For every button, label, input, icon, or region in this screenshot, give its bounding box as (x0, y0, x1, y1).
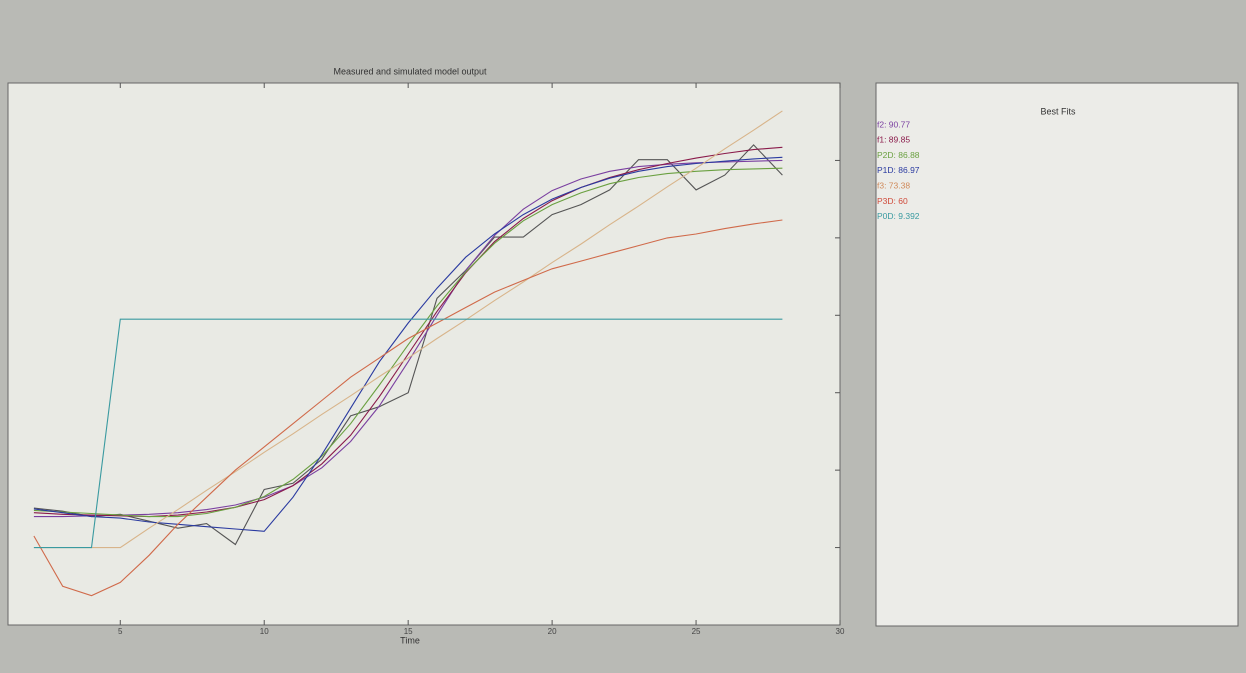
series-line (33, 110, 783, 549)
series-line (33, 167, 783, 518)
x-tick-label: 10 (260, 627, 269, 636)
fit-entry: f3: 73.38 (877, 180, 910, 190)
fit-entry: f2: 90.77 (877, 119, 910, 129)
plot-area (7, 82, 841, 626)
x-tick-label: 20 (548, 627, 557, 636)
series-line (33, 318, 783, 549)
x-tick-label: 5 (118, 627, 123, 636)
x-axis-label: Time (400, 635, 420, 645)
fit-entry: f1: 89.85 (877, 135, 910, 145)
series-line (33, 144, 783, 546)
fit-entry: P3D: 60 (877, 196, 908, 206)
fit-entry: P1D: 86.97 (877, 165, 920, 175)
fit-entry: P2D: 86.88 (877, 150, 920, 160)
fits-title: Best Fits (1040, 106, 1076, 116)
x-tick-label: 30 (836, 627, 845, 636)
fits-panel (875, 82, 1239, 627)
series-line (33, 156, 783, 532)
x-tick-label: 15 (404, 627, 413, 636)
series-line (33, 219, 783, 597)
fit-entry: P0D: 9.392 (877, 211, 920, 221)
x-tick-label: 25 (692, 627, 701, 636)
chart-title: Measured and simulated model output (333, 66, 487, 76)
